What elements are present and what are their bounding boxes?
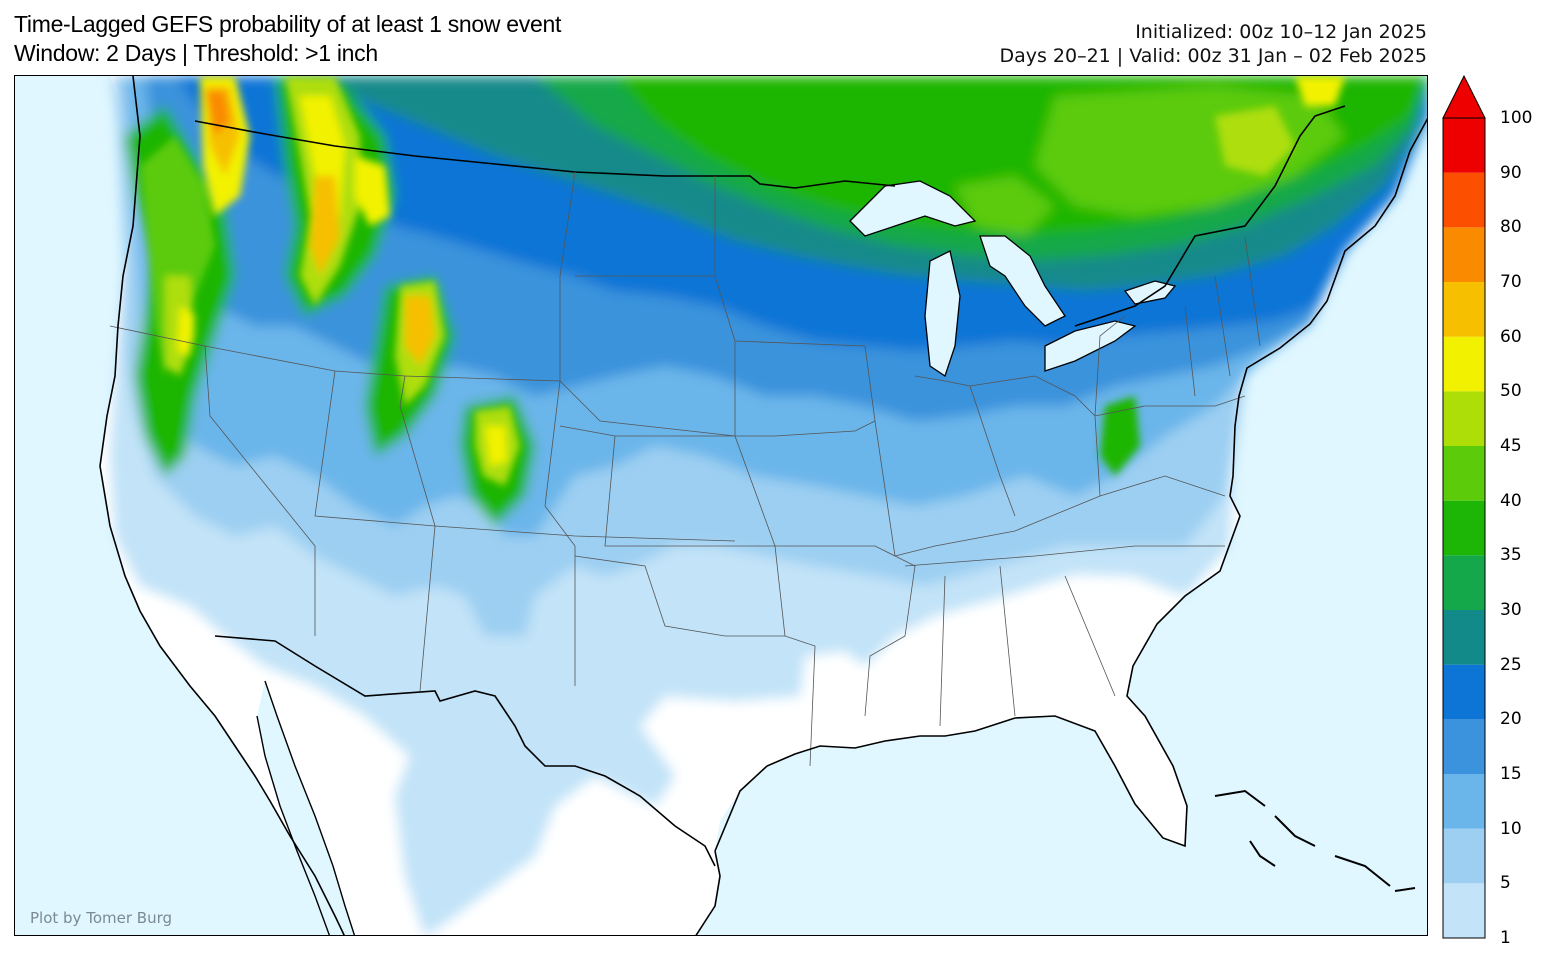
colorbar-swatch bbox=[1443, 719, 1485, 774]
title-line-1: Time-Lagged GEFS probability of at least… bbox=[14, 11, 562, 37]
title-line-2: Window: 2 Days | Threshold: >1 inch bbox=[14, 40, 378, 66]
colorbar-tick-label: 15 bbox=[1500, 764, 1522, 784]
colorbar-swatch bbox=[1443, 828, 1485, 884]
high-probability-shading bbox=[140, 76, 1345, 486]
state-boundaries bbox=[109, 171, 1261, 767]
baja-coastline bbox=[256, 680, 356, 935]
colorbar-swatch bbox=[1443, 883, 1485, 938]
gulf-of-california bbox=[257, 681, 355, 935]
colorbar-swatch bbox=[1443, 282, 1485, 337]
colorbar-swatch bbox=[1443, 118, 1485, 173]
colorbar-tick-label: 50 bbox=[1500, 381, 1522, 402]
us-mexico-border bbox=[214, 635, 716, 867]
colorbar-tick-label: 40 bbox=[1500, 490, 1522, 511]
colorbar-tick-label: 45 bbox=[1500, 436, 1522, 456]
colorbar-tick-label: 10 bbox=[1500, 818, 1522, 839]
colorbar-tick-label: 70 bbox=[1500, 272, 1522, 292]
map-title: Time-Lagged GEFS probability of at least… bbox=[14, 10, 561, 68]
colorbar-swatch bbox=[1443, 610, 1485, 665]
colorbar-swatch bbox=[1443, 446, 1485, 501]
run-info: Initialized: 00z 10–12 Jan 2025 Days 20–… bbox=[999, 20, 1427, 68]
colorbar-tick-label: 30 bbox=[1500, 600, 1522, 620]
colorbar-tick-label: 1 bbox=[1500, 928, 1511, 948]
caribbean-islands bbox=[1214, 789, 1416, 892]
colorbar-swatch bbox=[1443, 500, 1485, 556]
colorbar-swatch bbox=[1443, 227, 1485, 282]
map-panel[interactable]: Plot by Tomer Burg bbox=[14, 75, 1428, 936]
colorbar bbox=[1442, 74, 1486, 939]
colorbar-swatch bbox=[1443, 555, 1485, 610]
plot-credit: Plot by Tomer Burg bbox=[30, 909, 172, 927]
great-lakes bbox=[849, 180, 1177, 378]
colorbar-tick-label: 80 bbox=[1500, 217, 1522, 238]
valid-label: Days 20–21 | Valid: 00z 31 Jan – 02 Feb … bbox=[999, 45, 1427, 67]
colorbar-tick-label: 90 bbox=[1500, 162, 1522, 183]
colorbar-tick-label: 5 bbox=[1500, 873, 1511, 894]
initialized-label: Initialized: 00z 10–12 Jan 2025 bbox=[1135, 21, 1427, 43]
colorbar-tick-label: 20 bbox=[1500, 709, 1522, 730]
probability-map bbox=[99, 76, 1427, 935]
us-canada-border bbox=[194, 105, 1346, 327]
colorbar-extend-arrow bbox=[1442, 74, 1486, 119]
colorbar-tick-label: 60 bbox=[1500, 326, 1522, 347]
coastline bbox=[99, 76, 1427, 935]
colorbar-swatch bbox=[1443, 774, 1485, 829]
colorbar-swatch bbox=[1443, 391, 1485, 446]
colorbar-swatch bbox=[1443, 172, 1485, 228]
colorbar-graphic bbox=[1442, 74, 1486, 939]
colorbar-swatch bbox=[1443, 336, 1485, 392]
colorbar-tick-label: 100 bbox=[1500, 108, 1533, 128]
colorbar-swatch bbox=[1443, 664, 1485, 720]
colorbar-tick-label: 35 bbox=[1500, 545, 1522, 566]
colorbar-tick-label: 25 bbox=[1500, 654, 1522, 675]
